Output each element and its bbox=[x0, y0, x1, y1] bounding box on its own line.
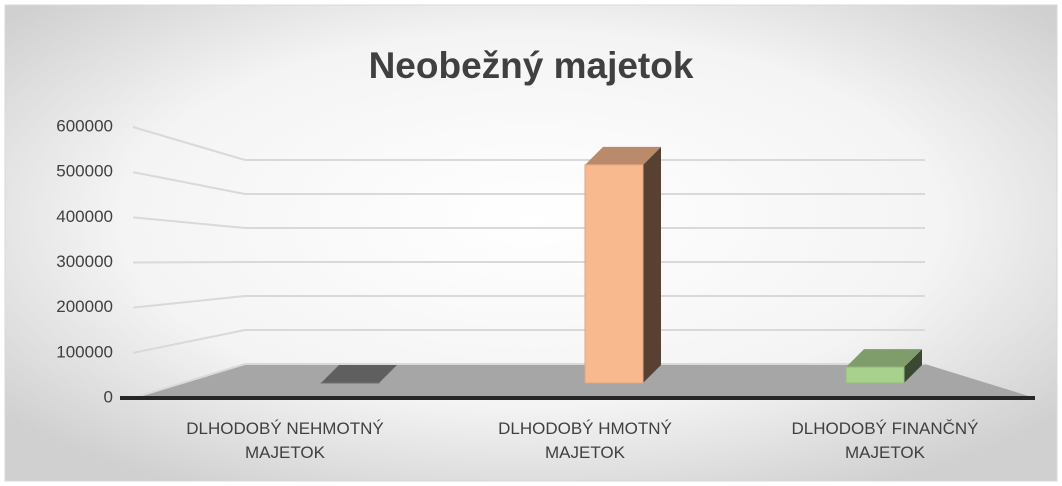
bar-top bbox=[321, 365, 397, 383]
grid-line bbox=[132, 171, 246, 195]
y-tick-label: 400000 bbox=[56, 207, 113, 226]
grid-line bbox=[132, 295, 246, 309]
x-tick-label: DLHODOBÝ NEHMOTNÝ MAJETOK bbox=[186, 419, 384, 462]
background bbox=[4, 4, 1058, 482]
x-tick-label: DLHODOBÝ FINANČNÝ MAJETOK bbox=[791, 419, 979, 462]
grid-line bbox=[132, 126, 246, 161]
y-tick-label: 200000 bbox=[56, 297, 113, 316]
bar bbox=[845, 366, 905, 384]
bar bbox=[584, 164, 644, 384]
x-tick-label: DLHODOBÝ HMOTNÝ MAJETOK bbox=[498, 419, 672, 462]
grid-line bbox=[132, 216, 246, 229]
y-tick-label: 600000 bbox=[56, 116, 113, 135]
bar-side bbox=[904, 349, 922, 383]
bar-side bbox=[643, 146, 661, 383]
y-tick-label: 300000 bbox=[56, 252, 113, 271]
y-tick-label: 100000 bbox=[56, 342, 113, 361]
bar-top bbox=[846, 349, 922, 368]
chart-title: Neobežný majetok bbox=[369, 45, 694, 86]
bar-top bbox=[585, 146, 661, 165]
grid-line bbox=[132, 363, 246, 399]
grid-line bbox=[132, 261, 246, 264]
grid-line bbox=[132, 329, 246, 354]
y-tick-label: 0 bbox=[104, 387, 113, 406]
y-tick-label: 500000 bbox=[56, 162, 113, 181]
